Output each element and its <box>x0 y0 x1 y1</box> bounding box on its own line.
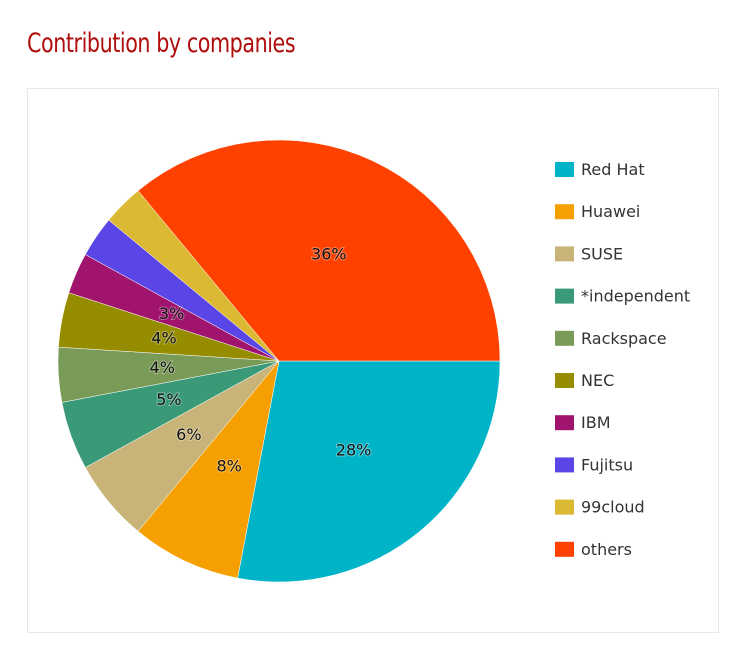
chart-card <box>27 88 719 633</box>
legend-swatch <box>555 330 574 346</box>
pie-slice-redhat[interactable] <box>237 360 501 583</box>
chart-title: Contribution by companies <box>27 28 296 59</box>
legend-label[interactable]: Red Hat <box>581 160 645 179</box>
legend-label[interactable]: IBM <box>581 413 611 432</box>
data-label: 28% <box>336 441 372 460</box>
legend-label[interactable]: *independent <box>581 287 690 306</box>
data-label: 5% <box>156 390 181 409</box>
legend-swatch <box>555 541 574 557</box>
legend-swatch <box>555 415 574 431</box>
legend-label[interactable]: others <box>581 540 632 559</box>
legend-label[interactable]: SUSE <box>581 244 623 263</box>
legend-label[interactable]: 99cloud <box>581 498 645 517</box>
pie-slice-huawei[interactable] <box>137 360 280 579</box>
legend-swatch <box>555 457 574 473</box>
data-label: 4% <box>151 329 176 348</box>
data-label: 4% <box>150 358 175 377</box>
legend-swatch <box>555 373 574 388</box>
data-label: 36% <box>311 245 347 264</box>
legend-swatch <box>555 162 574 177</box>
legend-label[interactable]: NEC <box>581 371 614 390</box>
legend-label[interactable]: Huawei <box>581 202 640 221</box>
legend-swatch <box>555 499 574 515</box>
legend-swatch <box>555 204 574 220</box>
legend-swatch <box>555 246 574 262</box>
pie-slice-others[interactable] <box>137 139 501 362</box>
legend-label[interactable]: Fujitsu <box>581 455 633 474</box>
legend-label[interactable]: Rackspace <box>581 329 667 348</box>
data-label: 8% <box>216 456 241 475</box>
data-label: 6% <box>176 425 201 444</box>
data-label: 3% <box>159 304 184 323</box>
legend-swatch <box>555 288 574 304</box>
